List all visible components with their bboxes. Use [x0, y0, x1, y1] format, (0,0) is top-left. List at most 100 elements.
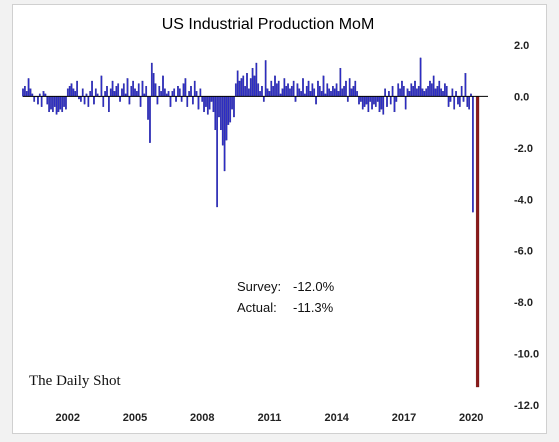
- bar: [253, 75, 256, 97]
- bar: [345, 80, 347, 97]
- bar: [65, 96, 67, 110]
- bar: [266, 88, 269, 97]
- bar: [225, 96, 228, 141]
- bar: [218, 96, 220, 118]
- bar: [190, 85, 192, 97]
- bar: [223, 96, 226, 172]
- bar: [81, 88, 84, 97]
- bar: [61, 96, 64, 113]
- bar: [192, 96, 194, 105]
- bar: [268, 91, 271, 97]
- survey-annotation-label: Survey:: [237, 279, 281, 294]
- bar: [296, 83, 299, 97]
- bar: [430, 83, 433, 97]
- bar: [281, 88, 284, 97]
- bar: [371, 96, 373, 110]
- bar: [150, 62, 153, 97]
- bar: [328, 88, 330, 97]
- bar: [358, 96, 360, 105]
- bar: [177, 85, 179, 97]
- bar: [262, 96, 265, 102]
- bar: [53, 96, 56, 107]
- bar: [70, 83, 73, 97]
- the-daily-shot-watermark: The Daily Shot: [29, 373, 121, 389]
- bar: [210, 96, 213, 102]
- bar: [89, 91, 92, 97]
- bar: [33, 96, 36, 102]
- bar: [214, 96, 217, 131]
- bar: [468, 96, 471, 110]
- bar: [313, 88, 316, 97]
- bar: [113, 91, 116, 97]
- y-tick-label: -2.0: [514, 143, 533, 155]
- bar: [154, 83, 157, 97]
- bar: [436, 85, 439, 97]
- bar: [445, 85, 448, 97]
- x-tick-label: 2017: [392, 412, 416, 424]
- bar: [248, 88, 250, 97]
- bar: [276, 83, 278, 97]
- bar: [352, 85, 355, 97]
- bar: [356, 91, 358, 97]
- bar: [367, 96, 370, 113]
- bar: [386, 96, 388, 107]
- bar: [249, 78, 252, 97]
- bar: [206, 96, 209, 115]
- x-tick-label: 2011: [258, 412, 282, 424]
- bar: [156, 96, 159, 105]
- bar: [289, 88, 291, 97]
- bar: [322, 75, 325, 97]
- bar: [167, 91, 170, 97]
- bar: [414, 80, 416, 97]
- bar: [421, 88, 424, 97]
- survey-annotation-value: -12.0%: [293, 279, 335, 294]
- bar: [361, 96, 364, 110]
- bar: [178, 88, 181, 97]
- bar: [402, 85, 405, 97]
- bar: [246, 73, 248, 97]
- bar: [429, 80, 431, 97]
- bar: [106, 85, 108, 97]
- bar: [59, 96, 62, 110]
- x-axis: 2002 2005 2008 2011 2014 2017 2020: [56, 412, 484, 424]
- x-tick-label: 2005: [123, 412, 147, 424]
- bar: [117, 83, 120, 97]
- x-tick-label: 2020: [459, 412, 483, 424]
- bar: [440, 88, 443, 97]
- bar: [378, 96, 381, 113]
- bar: [416, 88, 418, 97]
- x-tick-label: 2008: [190, 412, 214, 424]
- bar: [449, 96, 452, 102]
- bar: [68, 85, 71, 97]
- bar: [141, 80, 144, 97]
- bar: [300, 91, 302, 97]
- bar: [432, 75, 435, 97]
- bar: [251, 67, 254, 97]
- bar: [234, 83, 237, 97]
- bar: [171, 91, 174, 97]
- bar: [298, 88, 301, 97]
- bar: [195, 91, 198, 97]
- bar: [83, 96, 86, 105]
- bar: [233, 96, 235, 118]
- bar: [410, 83, 413, 97]
- bar: [447, 96, 450, 107]
- bar: [201, 96, 204, 102]
- bar: [102, 96, 105, 107]
- bar: [130, 85, 133, 97]
- bar: [109, 88, 112, 97]
- bar: [229, 96, 232, 123]
- bar: [139, 96, 142, 107]
- bar: [311, 83, 314, 97]
- bar: [339, 67, 342, 97]
- bar: [164, 88, 166, 97]
- bar: [389, 96, 392, 105]
- bar: [376, 96, 379, 102]
- y-tick-label: 2.0: [514, 40, 529, 52]
- bar: [119, 96, 121, 102]
- bar: [149, 96, 151, 143]
- bar: [412, 85, 415, 97]
- bar: [25, 91, 28, 97]
- bar: [158, 85, 161, 97]
